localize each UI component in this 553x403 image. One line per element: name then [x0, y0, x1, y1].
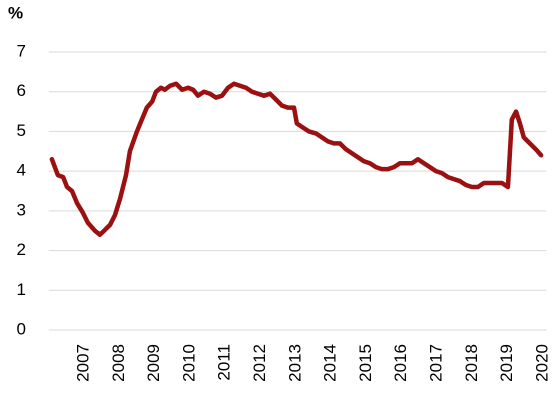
y-tick-label: 5	[17, 121, 26, 140]
x-tick-label: 2020	[532, 344, 551, 382]
line-series	[49, 81, 544, 237]
x-tick-label: 2012	[250, 344, 269, 382]
x-tick-label: 2018	[462, 344, 481, 382]
y-tick-label: 1	[17, 280, 26, 299]
y-tick-label: 0	[17, 319, 26, 338]
x-tick-label: 2011	[215, 344, 234, 381]
x-tick-label: 2015	[356, 344, 375, 382]
y-tick-label: 4	[17, 161, 26, 180]
y-tick-label: 3	[17, 200, 26, 219]
x-tick-label: 2016	[391, 344, 410, 382]
x-tick-label: 2007	[73, 344, 92, 382]
x-tick-label: 2014	[321, 344, 340, 382]
y-tick-label: 7	[17, 41, 26, 60]
x-tick-label: 2008	[109, 344, 128, 382]
x-tick-label: 2010	[179, 344, 198, 382]
x-tick-label: 2009	[144, 344, 163, 382]
x-tick-label: 2019	[497, 344, 516, 382]
x-tick-label: 2013	[285, 344, 304, 382]
x-tick-label: 2017	[426, 344, 445, 382]
y-axis-label: %	[8, 3, 23, 22]
y-tick-label: 6	[17, 81, 26, 100]
y-tick-label: 2	[17, 240, 26, 259]
